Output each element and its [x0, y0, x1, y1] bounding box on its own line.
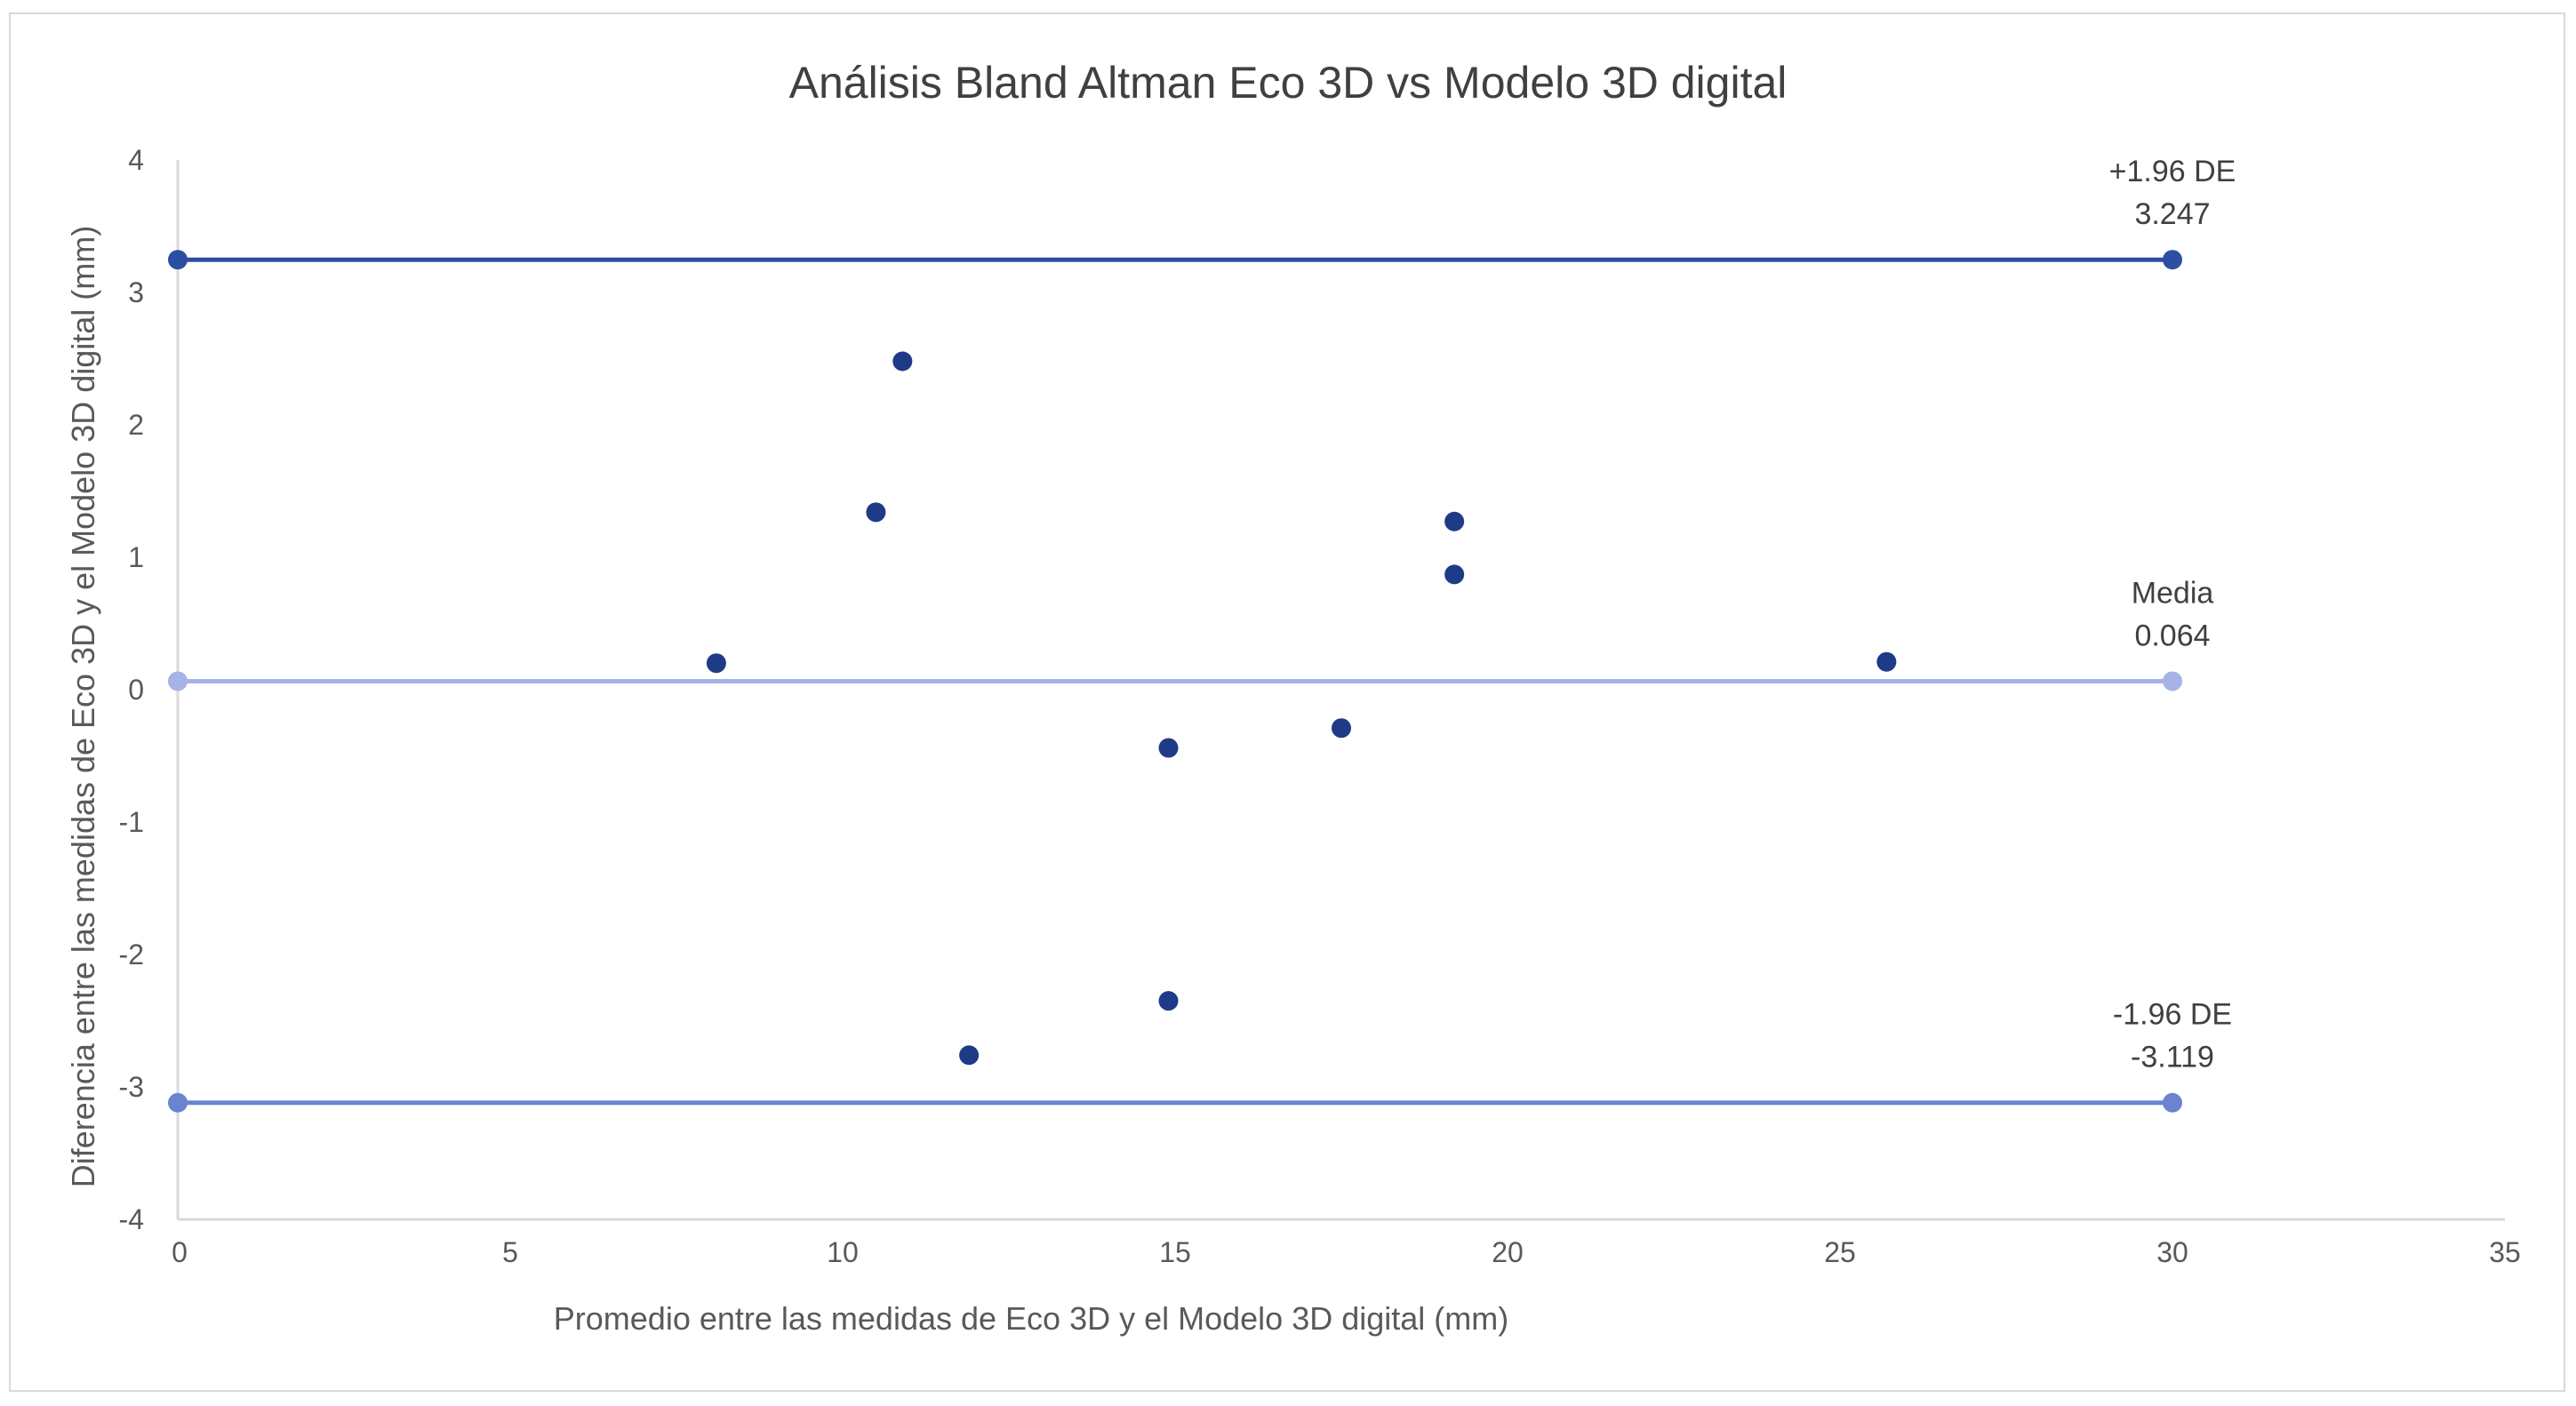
x-tick-label: 5: [502, 1236, 518, 1268]
data-point: [1444, 564, 1465, 585]
y-tick-label: 1: [128, 541, 144, 573]
data-points: [706, 351, 1897, 1066]
reference-line-start-marker: [168, 671, 188, 691]
reference-line-value: 0.064: [2134, 619, 2210, 652]
y-tick-label: -4: [119, 1203, 144, 1235]
reference-line-end-marker: [2163, 671, 2182, 691]
x-axis-label: Promedio entre las medidas de Eco 3D y e…: [554, 1300, 1508, 1337]
reference-line-end-marker: [2163, 1092, 2182, 1113]
y-axis-label: Diferencia entre las medidas de Eco 3D y…: [65, 226, 101, 1187]
reference-lines: [168, 250, 2182, 1113]
y-tick-label: 0: [128, 674, 144, 706]
y-tick-label: 2: [128, 409, 144, 441]
y-tick-label: -1: [119, 806, 144, 838]
x-tick-label: 10: [827, 1236, 859, 1268]
reference-line-label: -1.96 DE: [2113, 998, 2232, 1032]
x-tick-label: 25: [1824, 1236, 1856, 1268]
chart-title: Análisis Bland Altman Eco 3D vs Modelo 3…: [789, 58, 1788, 108]
reference-annotations: +1.96 DE 3.247 Media 0.064 -1.96 DE -3.119: [2109, 155, 2236, 1074]
data-point: [1876, 651, 1897, 672]
x-tick-label: 30: [2156, 1236, 2188, 1268]
chart-frame: [9, 12, 2565, 1392]
data-point: [959, 1045, 980, 1066]
reference-line-value: 3.247: [2134, 197, 2210, 231]
data-point: [892, 351, 913, 371]
data-point: [866, 502, 886, 523]
reference-line-label: +1.96 DE: [2109, 155, 2236, 188]
reference-line-start-marker: [168, 1092, 188, 1113]
x-tick-label: 20: [1492, 1236, 1524, 1268]
reference-line-value: -3.119: [2131, 1041, 2214, 1074]
y-tick-label: -2: [119, 939, 144, 971]
data-point: [1444, 511, 1465, 531]
x-tick-label: 35: [2489, 1236, 2521, 1268]
y-tick-label: -3: [119, 1071, 144, 1103]
data-point: [1158, 991, 1179, 1011]
data-point: [706, 653, 726, 674]
reference-line-start-marker: [168, 250, 188, 270]
y-tick-label: 4: [128, 144, 144, 176]
x-tick-label: 0: [172, 1236, 188, 1268]
reference-line-label: Media: [2132, 576, 2214, 610]
x-tick-label: 15: [1159, 1236, 1191, 1268]
data-point: [1332, 718, 1351, 739]
data-point: [1158, 738, 1179, 758]
y-tick-label: 3: [128, 276, 144, 308]
axes: 0 5 10 15 20 25 30 35 -4 -3 -2 -1 0 1 2 3 4: [119, 144, 2521, 1268]
reference-line-end-marker: [2163, 250, 2182, 270]
